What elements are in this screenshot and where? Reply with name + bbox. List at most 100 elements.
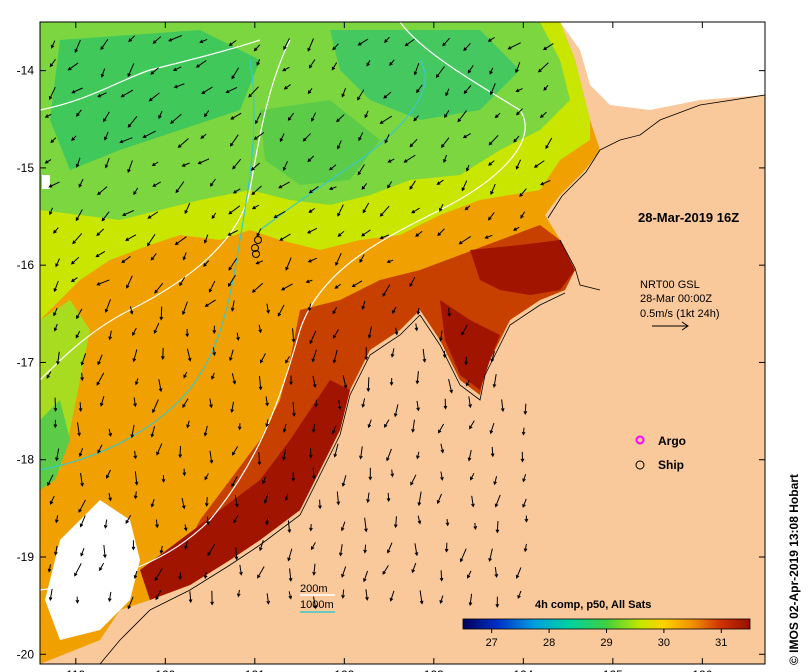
current-arrow [96, 279, 110, 286]
current-arrow [278, 181, 290, 189]
current-arrow [363, 544, 367, 554]
current-arrow [389, 377, 394, 386]
current-arrow [495, 596, 500, 608]
current-arrow [368, 467, 373, 481]
current-arrow [184, 540, 188, 550]
current-arrow [186, 348, 192, 362]
current-arrow [341, 87, 347, 98]
current-arrow [289, 375, 293, 386]
current-arrow [359, 446, 363, 460]
current-arrow [101, 211, 110, 222]
current-arrow [133, 187, 139, 196]
current-arrow [255, 260, 263, 265]
current-arrow [488, 134, 499, 146]
current-arrow [253, 132, 265, 140]
current-arrow [387, 158, 395, 163]
current-arrow [307, 38, 314, 52]
current-arrow [389, 590, 395, 602]
current-arrow [204, 473, 209, 481]
current-source-line3: 0.5m/s (1kt 24h) [640, 308, 719, 320]
current-arrow [308, 59, 316, 69]
cloud-ne [560, 22, 765, 110]
current-arrow [80, 353, 87, 366]
current-arrow [366, 60, 371, 67]
current-arrow [229, 134, 239, 147]
current-arrow [56, 351, 60, 365]
current-arrow [75, 157, 81, 168]
current-arrow [211, 372, 215, 380]
current-arrow [461, 180, 468, 192]
current-arrow [260, 353, 266, 364]
current-arrow [97, 186, 108, 196]
current-arrow [305, 279, 313, 284]
current-arrow [170, 113, 182, 124]
colorbar-gradient [462, 618, 751, 630]
current-arrow [533, 160, 545, 168]
current-arrow [230, 112, 242, 120]
current-arrow [442, 350, 447, 359]
current-arrow [542, 43, 554, 51]
current-arrow [379, 234, 390, 240]
current-arrow [103, 519, 108, 529]
current-arrow [386, 259, 394, 264]
current-arrow [545, 137, 553, 150]
current-arrow [54, 515, 59, 524]
current-arrow [414, 543, 419, 557]
current-arrow [79, 515, 86, 528]
isobath-200m-line [40, 22, 526, 591]
current-arrow [99, 562, 105, 572]
current-arrow [387, 181, 393, 189]
current-arrow [78, 499, 86, 513]
current-arrow [414, 323, 419, 332]
current-arrow [127, 596, 134, 610]
y-tick-label: -15 [17, 161, 35, 175]
current-arrow [416, 451, 420, 460]
current-arrow [467, 450, 472, 462]
current-arrow [234, 495, 239, 508]
x-tick-label: 124 [513, 668, 533, 672]
current-arrow [488, 160, 495, 166]
hot-water-south [140, 380, 350, 600]
current-arrow [74, 563, 82, 577]
current-arrow [132, 349, 138, 363]
current-arrow [279, 233, 291, 241]
current-arrow [262, 476, 267, 485]
current-arrow [291, 472, 296, 482]
current-arrow [438, 330, 443, 342]
current-arrow [523, 543, 528, 553]
current-arrow [154, 568, 163, 582]
current-arrow [239, 564, 243, 576]
x-tick-label: 123 [424, 668, 444, 672]
current-arrow [207, 543, 216, 557]
current-arrow [203, 234, 209, 244]
current-arrow [228, 205, 241, 215]
current-arrow [127, 160, 133, 174]
current-arrow [495, 520, 500, 534]
current-arrow [203, 425, 208, 437]
current-arrow [120, 89, 134, 98]
ship-label: Ship [658, 458, 684, 472]
current-arrow [121, 256, 131, 264]
current-arrow [204, 299, 216, 307]
current-arrow [465, 164, 470, 172]
current-arrow [155, 519, 159, 529]
current-arrow [97, 92, 107, 98]
current-arrow [471, 495, 475, 508]
current-arrow [384, 36, 390, 43]
current-arrow [338, 544, 343, 557]
current-arrow [288, 591, 293, 600]
current-arrow [49, 495, 55, 505]
current-arrow [96, 372, 105, 386]
current-arrow [487, 36, 495, 42]
current-arrow [337, 400, 342, 411]
hot-water-bay [440, 300, 500, 390]
current-arrow [182, 468, 187, 477]
current-arrow [232, 446, 239, 456]
current-arrow [125, 234, 137, 241]
current-arrow [384, 134, 390, 144]
land-mass [100, 95, 765, 664]
current-arrow [78, 402, 83, 412]
current-arrow [265, 419, 269, 428]
current-arrow [312, 467, 316, 480]
current-arrow [130, 424, 135, 439]
